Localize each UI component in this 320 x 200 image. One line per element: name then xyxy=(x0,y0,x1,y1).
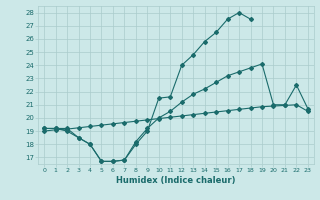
X-axis label: Humidex (Indice chaleur): Humidex (Indice chaleur) xyxy=(116,176,236,185)
